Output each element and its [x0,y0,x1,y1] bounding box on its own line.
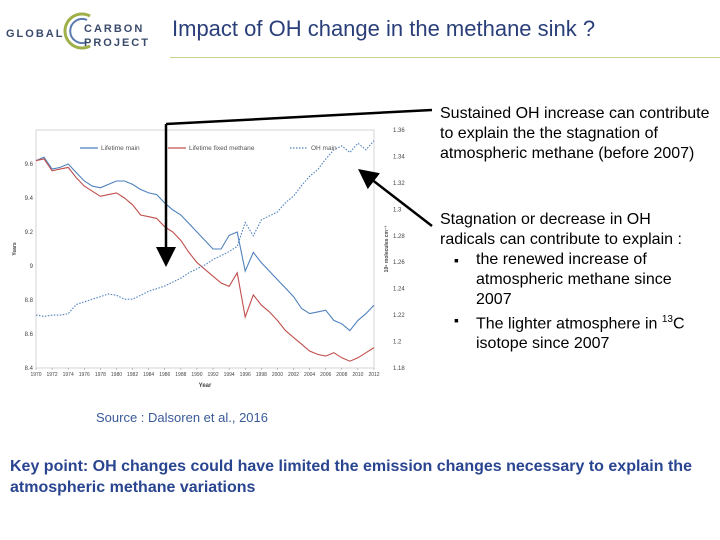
y2-tick-label: 1.26 [393,260,405,266]
x-tick-label: 1982 [127,372,138,378]
y2-tick-label: 1.28 [393,234,405,240]
y-tick-label: 9.2 [25,230,34,236]
oh-methane-lifetime-chart: 8.4 8.6 8.8 9 9.2 9.4 9.6 1.18 1.2 1.22 1.24 1.26 1.… [12,128,405,389]
x-tick-label: 1996 [240,372,251,378]
legend-label: OH main [311,145,337,152]
y-tick-label: 8.8 [25,298,34,304]
logo-c-icon [63,12,91,50]
sub-bullet-lighter-atmosphere: ▪ The lighter atmosphere in 13C isotope … [454,312,685,353]
x-tick-label: 2004 [304,372,315,378]
sub-bullet-renewed-increase: ▪ the renewed increase of atmospheric me… [454,251,672,308]
x-tick-label: 1974 [63,372,74,378]
x-tick-label: 1980 [111,372,122,378]
y-tick-label: 8.4 [25,366,34,372]
bullet-oh-increase: Sustained OH increase can contribute to … [440,105,710,162]
x-tick-label: 1998 [256,372,267,378]
x-tick-label: 2010 [352,372,363,378]
y-axis-label: Years [12,242,18,256]
logo-text-global: GLOBAL [6,28,65,40]
x-tick-label: 1990 [191,372,202,378]
square-bullet-icon: ▪ [454,252,459,268]
x-tick-label: 1976 [79,372,90,378]
y2-tick-label: 1.24 [393,287,405,293]
title-divider [170,57,720,58]
x-tick-label: 2008 [336,372,347,378]
x-tick-label: 1970 [30,372,41,378]
y-tick-label: 9.6 [25,162,34,168]
y2-tick-label: 1.18 [393,366,405,372]
x-tick-label: 1986 [159,372,170,378]
source-citation: Source : Dalsoren et al., 2016 [96,410,268,425]
legend-label: Lifetime fixed methane [189,145,255,152]
page-title: Impact of OH change in the methane sink … [172,16,596,41]
key-point: Key point: OH changes could have limited… [10,458,692,496]
y-tick-label: 8.6 [25,332,34,338]
y-tick-label: 9 [30,264,34,270]
y2-tick-label: 1.36 [393,128,405,134]
y2-tick-label: 1.34 [393,154,405,160]
x-tick-label: 1988 [175,372,186,378]
square-bullet-icon: ▪ [454,312,459,328]
x-tick-label: 2006 [320,372,331,378]
global-carbon-project-logo: GLOBAL CARBON PROJECT [6,6,164,56]
x-axis-label: Year [199,383,212,389]
plot-area [35,129,375,369]
x-tick-label: 2000 [272,372,283,378]
y2-tick-label: 1.32 [393,181,405,187]
x-tick-label: 1992 [207,372,218,378]
x-tick-label: 2012 [368,372,379,378]
logo-text-carbon-project: CARBON PROJECT [84,23,150,49]
series-line-lifetime-main [35,156,375,332]
y2-tick-label: 1.22 [393,313,405,319]
y2-axis-label: 10⁶ molecules cm⁻³ [384,225,390,272]
legend-label: Lifetime main [101,145,140,152]
x-tick-label: 1984 [143,372,154,378]
bullet-oh-decrease: Stagnation or decrease in OH radicals ca… [440,210,710,354]
x-tick-label: 1972 [47,372,58,378]
y-tick-label: 9.4 [25,196,34,202]
x-tick-label: 1994 [224,372,235,378]
y2-tick-label: 1.3 [393,207,402,213]
series-line-oh-main [35,140,375,317]
series-line-lifetime-fixed-methane [35,158,375,362]
x-tick-label: 2002 [288,372,299,378]
x-tick-label: 1978 [95,372,106,378]
y2-tick-label: 1.2 [393,340,402,346]
